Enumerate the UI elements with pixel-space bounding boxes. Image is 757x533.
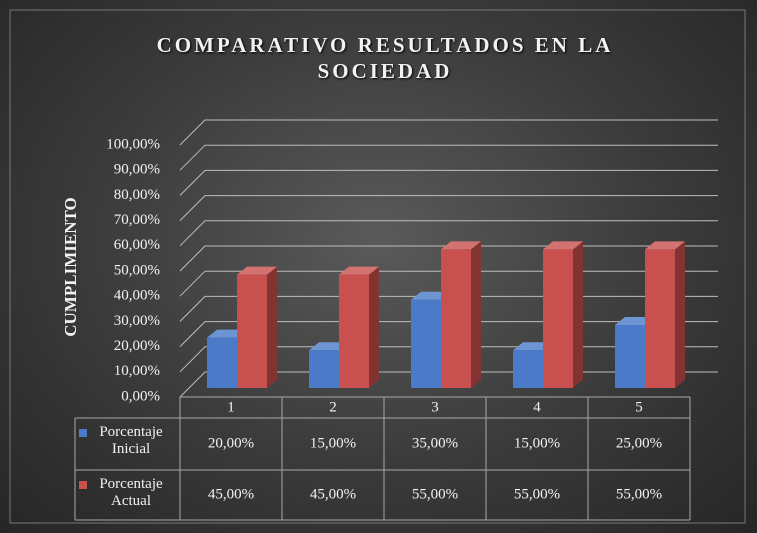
bar-front [513,350,543,388]
value-label: 35,00% [412,435,458,451]
value-label: 20,00% [208,435,254,451]
x-tick-label: 2 [329,399,337,415]
value-label: 25,00% [616,435,662,451]
bar-top [441,241,481,250]
value-label: 55,00% [412,486,458,502]
y-tick-label: 60,00% [114,237,160,253]
bar-front [543,249,573,388]
value-label: 15,00% [514,435,560,451]
bar-front [615,325,645,388]
grid-line [179,195,718,221]
y-tick-label: 20,00% [114,338,160,354]
bar-front [339,274,369,388]
frame [9,9,746,524]
bar [339,266,379,388]
bar-front [309,350,339,388]
grid-line [179,169,718,196]
bar-front [411,299,441,388]
y-tick-label: 10,00% [114,363,160,379]
bar-side [369,266,379,388]
grid-line [179,119,718,146]
y-tick-label: 70,00% [114,212,160,228]
x-tick-label: 5 [635,399,643,415]
grid-line [179,220,718,247]
legend-swatch [79,481,87,489]
bar-side [471,241,481,388]
y-tick-label: 0,00% [121,388,160,404]
y-tick-label: 90,00% [114,162,160,178]
bar-top [237,266,277,275]
x-tick-label: 1 [227,399,235,415]
value-label: 45,00% [208,486,254,502]
bar-side [675,241,685,388]
y-axis-label: CUMPLIMIENTO [61,197,80,336]
legend-swatch [79,429,87,437]
bar-side [267,266,277,388]
bar-front [645,249,675,388]
value-label: 15,00% [310,435,356,451]
legend-label: Porcentaje Actual [99,476,163,509]
y-tick-label: 50,00% [114,262,160,278]
bar-top [339,266,379,275]
bar-front [207,337,237,388]
x-tick-label: 3 [431,399,439,415]
chart-title: COMPARATIVO RESULTADOS EN LA SOCIEDAD [156,33,614,83]
y-tick-label: 100,00% [106,136,160,152]
grid-line [179,245,718,272]
value-label: 55,00% [616,486,662,502]
bar-top [543,241,583,250]
y-tick-label: 30,00% [114,313,160,329]
bar-side [573,241,583,388]
legend-label: Porcentaje Inicial [99,424,163,457]
bar-front [441,249,471,388]
bar [543,241,583,388]
value-label: 55,00% [514,486,560,502]
bar [645,241,685,388]
value-label: 45,00% [310,486,356,502]
bar-front [237,274,267,388]
bar [441,241,481,388]
y-tick-label: 40,00% [114,288,160,304]
x-tick-label: 4 [533,399,541,415]
y-tick-label: 80,00% [114,187,160,203]
bar-top [645,241,685,250]
grid-line [179,144,718,171]
bar [237,266,277,388]
